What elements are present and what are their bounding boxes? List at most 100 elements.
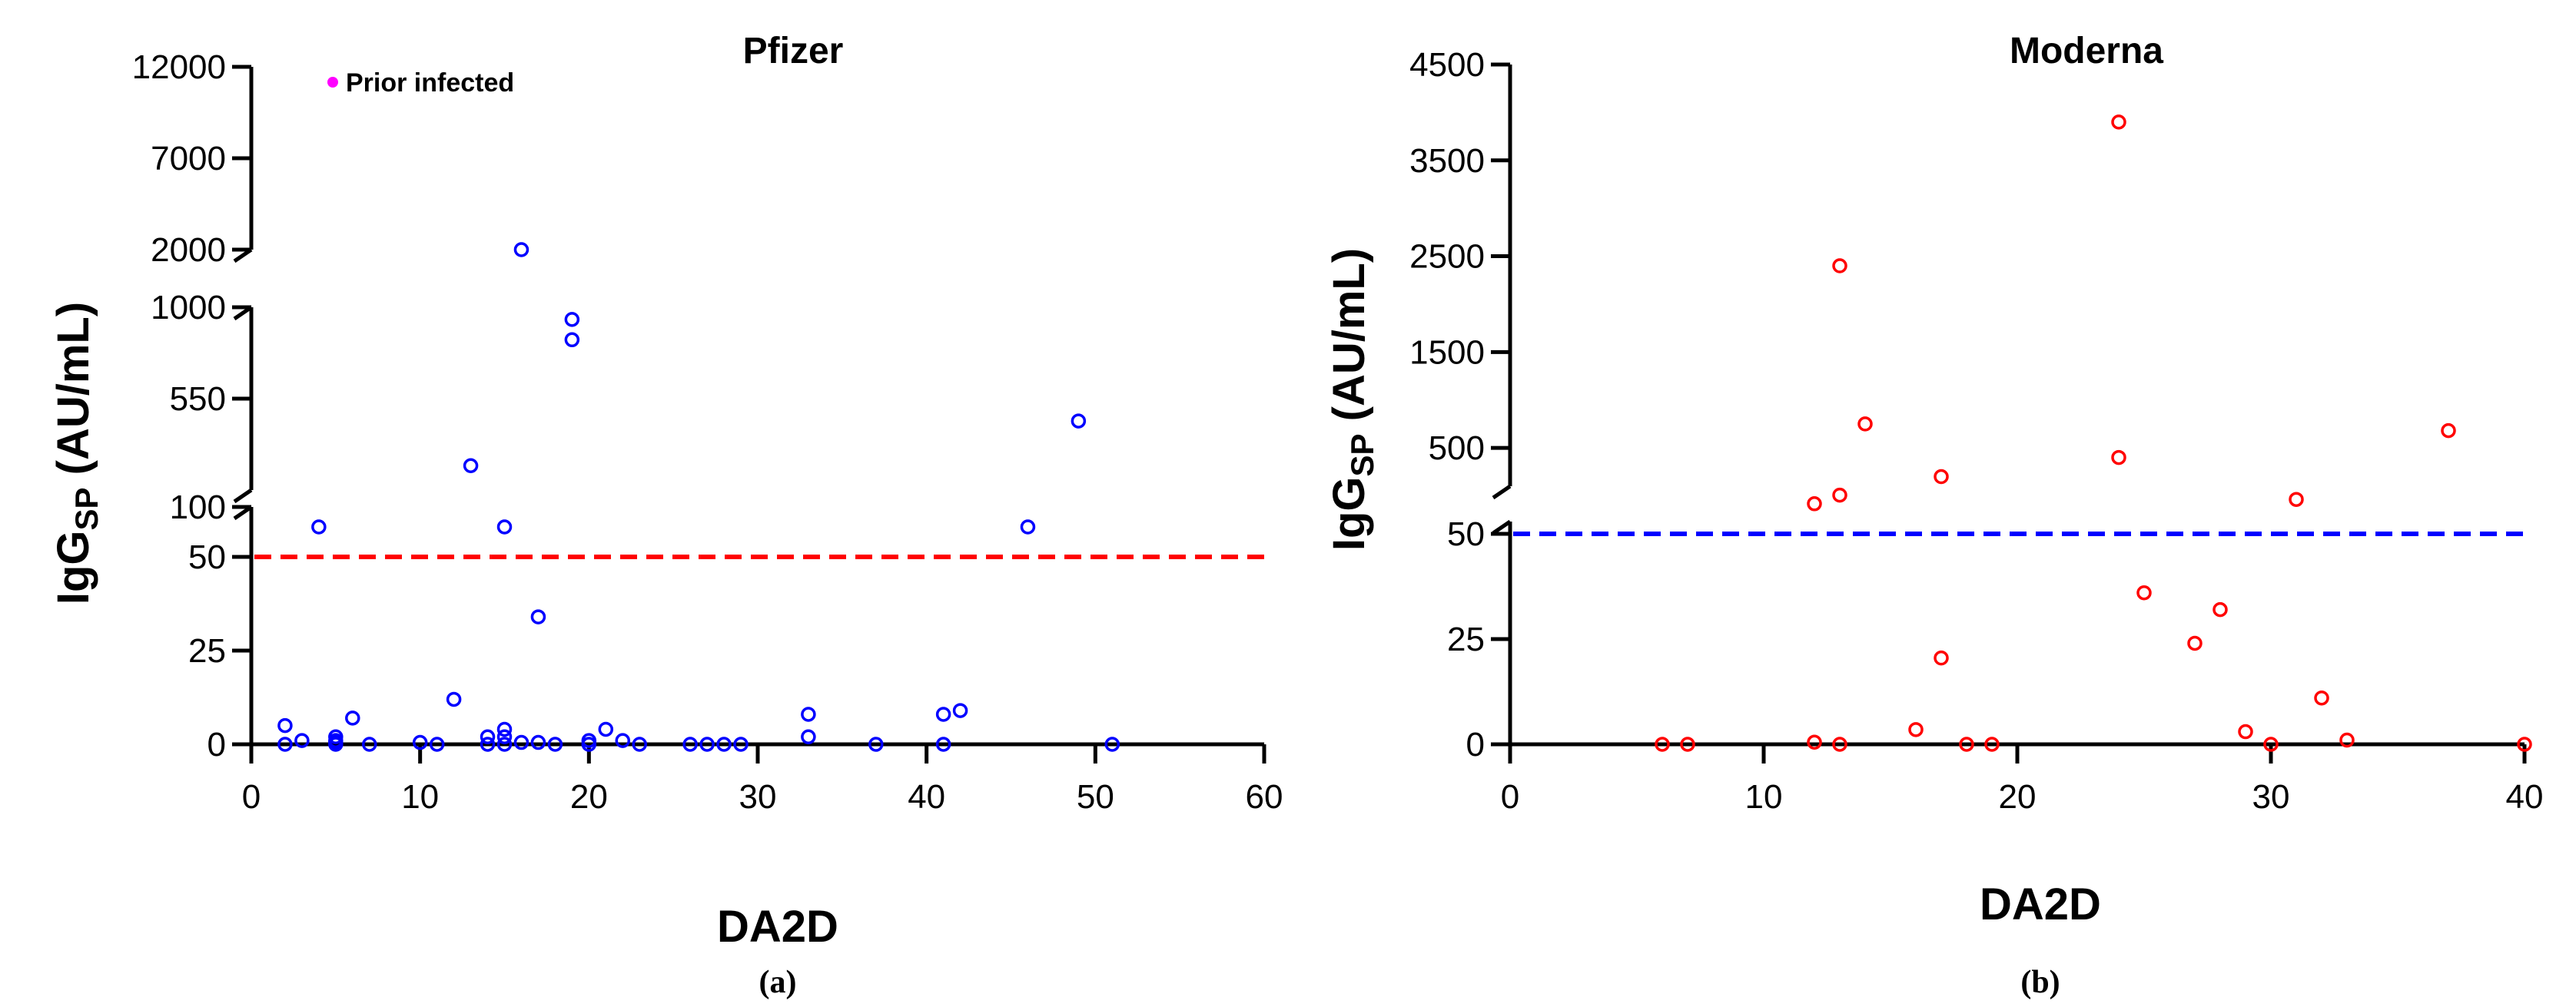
data-point xyxy=(935,737,951,752)
legend-marker-prior-infected xyxy=(327,77,338,88)
data-point xyxy=(446,691,462,707)
y-tick-label: 1500 xyxy=(1409,333,1485,371)
data-point xyxy=(2263,737,2279,752)
data-point xyxy=(952,703,968,718)
data-point xyxy=(1832,258,1847,273)
data-point xyxy=(1934,469,1949,485)
y-tick-label: 100 xyxy=(170,489,226,526)
y-tick-label: 7000 xyxy=(151,140,226,177)
data-point xyxy=(345,711,360,726)
data-point xyxy=(2213,601,2228,618)
data-point xyxy=(530,734,546,750)
y-tick-label: 550 xyxy=(170,380,226,418)
panel-b-y-ticks: 0 25 50 500 1500 2500 3500 4500 xyxy=(1409,46,1510,764)
data-point xyxy=(496,737,513,752)
x-tick-label: 50 xyxy=(1077,778,1114,816)
data-point xyxy=(480,729,496,744)
panel-b-points xyxy=(1655,114,2532,752)
data-point xyxy=(513,242,529,257)
data-point xyxy=(1071,413,1087,429)
panel-a-axis-break-mark xyxy=(233,488,253,504)
data-point xyxy=(277,717,293,734)
panel-b-title: Moderna xyxy=(2010,31,2163,71)
y-tick-label: 1000 xyxy=(151,289,226,326)
data-point xyxy=(1959,737,1974,752)
data-point xyxy=(581,733,597,748)
data-point xyxy=(2111,114,2126,130)
data-point xyxy=(2441,422,2456,439)
data-point xyxy=(2289,492,2304,507)
data-point xyxy=(530,609,546,624)
panel-a-caption: (a) xyxy=(759,965,797,1000)
data-point xyxy=(277,737,293,752)
x-tick-label: 10 xyxy=(401,778,439,816)
data-point xyxy=(2517,737,2532,752)
panel-b-y-axis-label: IgGSP (AU/mL) xyxy=(1324,248,1380,551)
data-point xyxy=(801,729,816,744)
x-tick-label: 60 xyxy=(1246,778,1283,816)
data-point xyxy=(362,737,377,752)
data-point xyxy=(1832,737,1847,752)
y-tick-label: 50 xyxy=(188,538,226,576)
data-point xyxy=(496,519,513,535)
y-tick-label: 25 xyxy=(1447,621,1485,658)
panel-b-axis-break-mark xyxy=(1492,484,1512,500)
data-point xyxy=(2136,585,2152,601)
data-point xyxy=(1984,737,2000,752)
data-point xyxy=(1807,734,1822,750)
data-point xyxy=(2187,635,2203,651)
y-tick-label: 3500 xyxy=(1409,142,1485,180)
panel-b-x-ticks: 0 10 20 30 40 xyxy=(1501,744,2543,816)
panel-b-x-axis-label: DA2D xyxy=(1980,879,2101,929)
y-tick-label: 12000 xyxy=(132,48,226,86)
panel-a-points xyxy=(277,242,1120,752)
y-tick-label: 500 xyxy=(1429,429,1485,467)
panel-a-x-ticks: 0 10 20 30 40 50 60 xyxy=(242,744,1283,816)
panel-a-title: Pfizer xyxy=(743,31,844,71)
data-point xyxy=(801,707,816,722)
data-point xyxy=(311,519,327,535)
panel-a-x-axis-label: DA2D xyxy=(717,902,838,952)
data-point xyxy=(564,332,580,348)
legend-label-prior-infected: Prior infected xyxy=(346,68,514,98)
data-point xyxy=(699,737,715,752)
data-point xyxy=(496,721,513,737)
x-tick-label: 0 xyxy=(242,778,261,816)
x-tick-label: 20 xyxy=(570,778,608,816)
y-tick-label: 4500 xyxy=(1409,46,1485,84)
data-point xyxy=(868,737,884,752)
data-point xyxy=(2238,724,2253,740)
data-point xyxy=(547,737,563,752)
data-point xyxy=(564,312,580,327)
data-point xyxy=(429,737,445,752)
x-tick-label: 0 xyxy=(1501,778,1519,816)
data-point xyxy=(2314,690,2329,706)
data-point xyxy=(513,734,529,750)
data-point xyxy=(412,734,428,750)
y-tick-label: 0 xyxy=(207,726,226,764)
panel-b-caption: (b) xyxy=(2020,965,2060,1000)
data-point xyxy=(733,737,749,752)
data-point xyxy=(1857,416,1873,432)
data-point xyxy=(480,737,496,752)
y-tick-label: 25 xyxy=(188,632,226,670)
data-point xyxy=(1020,519,1036,535)
data-point xyxy=(1832,487,1847,503)
panel-a-y-ticks: 0 25 50 100 550 1000 2000 7000 12000 xyxy=(132,48,251,764)
x-tick-label: 20 xyxy=(1999,778,2037,816)
y-tick-label: 0 xyxy=(1466,726,1485,764)
x-tick-label: 30 xyxy=(2252,778,2290,816)
data-point xyxy=(328,729,344,744)
data-point xyxy=(496,729,513,744)
data-point xyxy=(294,733,310,748)
data-point xyxy=(682,737,698,752)
y-tick-label: 2500 xyxy=(1409,238,1485,276)
panel-a-y-axis-label: IgGSP (AU/mL) xyxy=(48,302,105,605)
data-point xyxy=(598,721,614,737)
data-point xyxy=(615,733,631,748)
panel-b: Moderna (b) DA2D IgGSP (AU/mL) 0 25 50 500 1… xyxy=(1324,31,2543,1000)
data-point xyxy=(1680,737,1695,752)
data-point xyxy=(1104,737,1120,752)
data-point xyxy=(1655,737,1670,752)
